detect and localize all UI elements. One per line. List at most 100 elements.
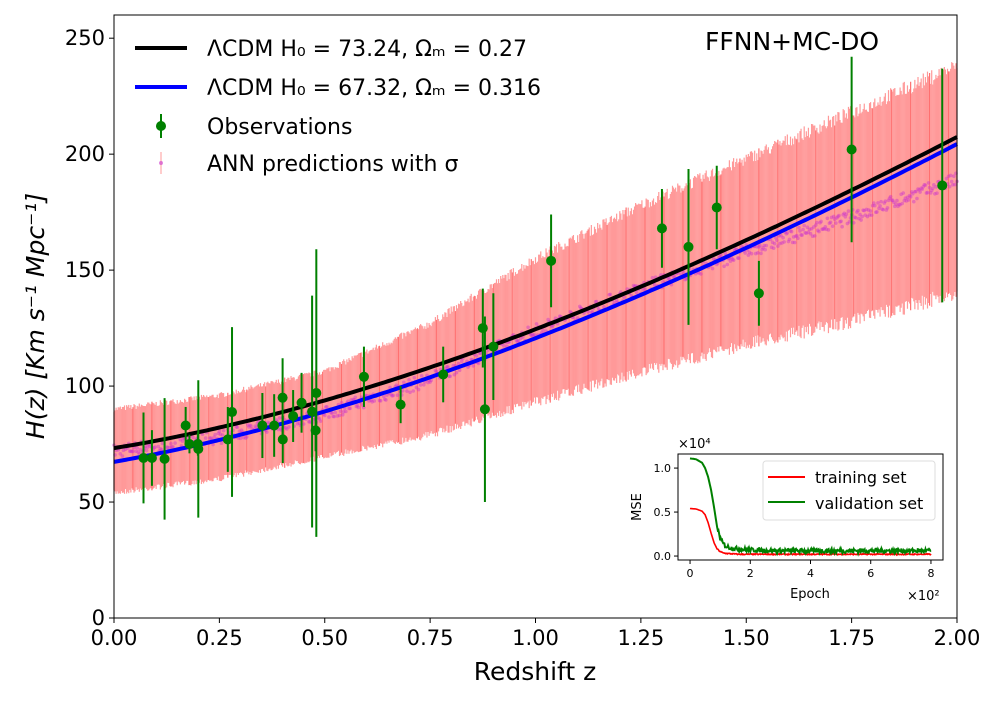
- ann-point: [325, 404, 329, 409]
- ann-point: [862, 208, 867, 213]
- ann-point: [723, 251, 727, 256]
- ann-point: [753, 251, 758, 256]
- ann-point: [526, 325, 530, 330]
- ann-point: [786, 239, 791, 244]
- observation-point: [479, 404, 490, 415]
- ann-point: [411, 389, 416, 393]
- ann-point: [502, 344, 506, 348]
- ann-point: [213, 432, 217, 437]
- ann-point: [370, 400, 374, 404]
- ann-point: [248, 423, 252, 428]
- main-legend: ΛCDM H₀ = 73.24, Ωₘ = 0.27 ΛCDM H₀ = 67.…: [135, 37, 541, 177]
- observation-point: [138, 452, 149, 463]
- ann-point: [828, 220, 833, 225]
- ann-point: [944, 176, 949, 181]
- inset-y-tick-label: 0.0: [654, 550, 672, 563]
- ann-point: [805, 225, 810, 230]
- ann-point: [839, 219, 843, 224]
- ann-point: [754, 244, 759, 249]
- ann-point: [400, 389, 405, 393]
- ann-point: [203, 436, 208, 440]
- ann-point: [129, 449, 133, 453]
- ann-point: [842, 211, 847, 216]
- ann-point: [419, 374, 424, 378]
- ann-point: [799, 233, 803, 237]
- x-tick-label: 1.25: [617, 626, 664, 650]
- ann-point: [857, 216, 861, 221]
- ann-point: [933, 192, 937, 196]
- ann-point: [445, 365, 449, 369]
- ann-point: [728, 259, 733, 263]
- ann-point: [759, 251, 763, 256]
- ann-point: [825, 216, 830, 221]
- ann-point: [220, 433, 225, 437]
- ann-point: [909, 190, 914, 194]
- ann-point: [784, 232, 789, 236]
- ann-point: [897, 202, 901, 207]
- ann-point: [901, 191, 906, 195]
- ann-point: [952, 174, 956, 179]
- ann-point: [118, 451, 123, 456]
- ann-point: [131, 449, 135, 454]
- ann-point: [793, 234, 798, 239]
- ann-point: [338, 409, 343, 414]
- ann-point: [515, 339, 520, 344]
- observation-point: [146, 452, 157, 463]
- ann-point: [514, 338, 519, 343]
- ann-point: [241, 435, 246, 440]
- ann-point: [134, 449, 138, 454]
- ann-point: [818, 220, 822, 225]
- ann-point: [718, 254, 722, 259]
- ann-point: [852, 215, 857, 219]
- ann-point: [827, 221, 832, 226]
- y-tick-label: 250: [65, 26, 105, 50]
- ann-point: [867, 213, 872, 217]
- ann-point: [710, 266, 715, 271]
- ann-point: [228, 430, 232, 435]
- lcdm-curve-2: [113, 142, 958, 464]
- ann-point: [158, 446, 163, 451]
- ann-point: [860, 214, 864, 219]
- ann-point: [760, 247, 764, 252]
- inset-legend: [762, 460, 936, 521]
- ann-point: [191, 435, 195, 440]
- inset-x-tick-label: 8: [927, 567, 934, 580]
- inset-y-tick-label: 1.0: [654, 462, 672, 475]
- ann-point: [887, 196, 892, 200]
- observation-point: [438, 369, 449, 380]
- ann-point: [812, 234, 817, 238]
- observation-point: [656, 223, 667, 234]
- ann-point: [671, 275, 676, 279]
- ann-point: [764, 243, 769, 248]
- ann-point: [699, 272, 703, 276]
- ann-point: [846, 209, 851, 213]
- inset-curve-validation-set: [689, 457, 932, 557]
- ann-point: [926, 181, 931, 185]
- ann-point: [730, 257, 735, 262]
- ann-point: [855, 210, 859, 214]
- ann-point: [530, 332, 535, 337]
- y-tick-label: 100: [65, 374, 105, 398]
- ann-point: [138, 447, 143, 452]
- ann-point: [238, 436, 243, 441]
- ann-point: [407, 378, 411, 382]
- ann-point: [253, 424, 258, 428]
- ann-point: [817, 229, 821, 234]
- ann-point: [737, 256, 741, 260]
- ann-point: [882, 201, 887, 205]
- ann-point: [348, 406, 352, 411]
- ann-point: [802, 223, 807, 228]
- ann-point: [422, 382, 426, 387]
- observation-point: [311, 388, 322, 399]
- ann-point: [683, 277, 687, 282]
- ann-point: [834, 221, 838, 225]
- ann-point: [788, 229, 793, 233]
- ann-point: [858, 212, 862, 217]
- ann-point: [819, 219, 823, 224]
- ann-point: [762, 243, 766, 248]
- ann-point: [822, 227, 827, 231]
- observation-point: [488, 341, 499, 352]
- ann-point: [893, 204, 897, 209]
- observation-point: [222, 434, 233, 445]
- ann-point: [209, 436, 213, 440]
